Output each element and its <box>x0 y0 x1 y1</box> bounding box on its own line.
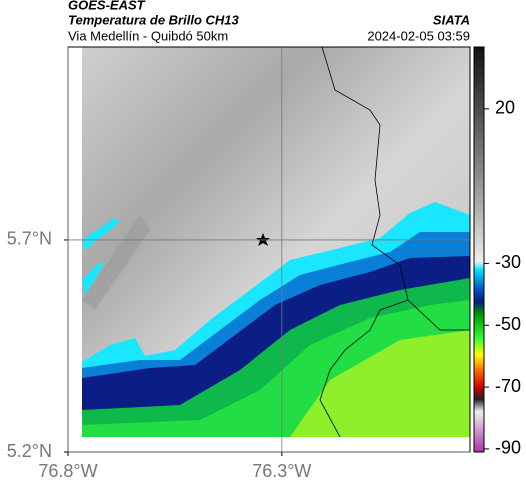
colorbar-label: 20 <box>495 98 515 118</box>
colorbar-label: -70 <box>495 376 521 396</box>
lon-label: 76.3°W <box>252 461 311 481</box>
location-star <box>256 233 270 246</box>
colorbar-label: -50 <box>495 314 521 334</box>
lat-label: 5.2°N <box>7 441 52 461</box>
colorbar-label: -30 <box>495 252 521 272</box>
region: Via Medellín - Quibdó 50km <box>68 28 228 43</box>
product: Temperatura de Brillo CH13 <box>68 12 240 27</box>
agency: SIATA <box>433 12 470 27</box>
colorbar-label: -90 <box>495 438 521 458</box>
source: GOES-EAST <box>68 0 146 12</box>
datetime: 2024-02-05 03:59 <box>367 28 470 43</box>
colorbar <box>473 46 485 453</box>
lat-label: 5.7°N <box>7 229 52 249</box>
lon-label: 76.8°W <box>38 461 97 481</box>
imagery <box>82 47 470 437</box>
